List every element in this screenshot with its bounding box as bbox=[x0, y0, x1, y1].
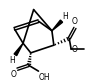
Text: H: H bbox=[62, 12, 68, 21]
Text: O: O bbox=[72, 44, 78, 54]
Text: H: H bbox=[9, 56, 15, 65]
Text: O: O bbox=[72, 17, 78, 26]
Polygon shape bbox=[14, 43, 23, 56]
Text: O: O bbox=[10, 70, 16, 79]
Polygon shape bbox=[52, 20, 63, 31]
Text: OH: OH bbox=[39, 73, 51, 82]
